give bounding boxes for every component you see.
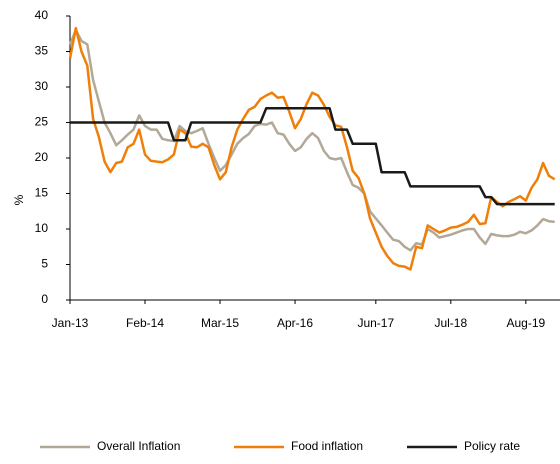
series-line [68, 26, 556, 271]
x-tick-label: Mar-15 [201, 316, 239, 330]
legend-label: Overall Inflation [97, 439, 180, 453]
x-tick-label: Feb-14 [126, 316, 164, 330]
y-tick-label: 30 [35, 79, 49, 93]
x-tick-label: Apr-16 [277, 316, 313, 330]
x-tick-label: Jan-13 [52, 316, 89, 330]
y-tick-label: 40 [35, 8, 49, 22]
x-tick-label: Jul-18 [434, 316, 467, 330]
y-axis-title: % [12, 194, 26, 205]
y-tick-label: 20 [35, 150, 49, 164]
y-tick-label: 15 [35, 186, 49, 200]
series-line [68, 28, 555, 252]
x-tick-label: Jun-17 [357, 316, 394, 330]
x-tick-label: Aug-19 [506, 316, 545, 330]
y-tick-label: 25 [35, 115, 49, 129]
series-line [70, 107, 555, 206]
y-tick-label: 5 [41, 257, 48, 271]
legend-label: Policy rate [464, 439, 520, 453]
y-tick-label: 10 [35, 221, 49, 235]
y-tick-label: 0 [41, 292, 48, 306]
y-tick-label: 35 [35, 44, 49, 58]
legend-label: Food inflation [291, 439, 363, 453]
